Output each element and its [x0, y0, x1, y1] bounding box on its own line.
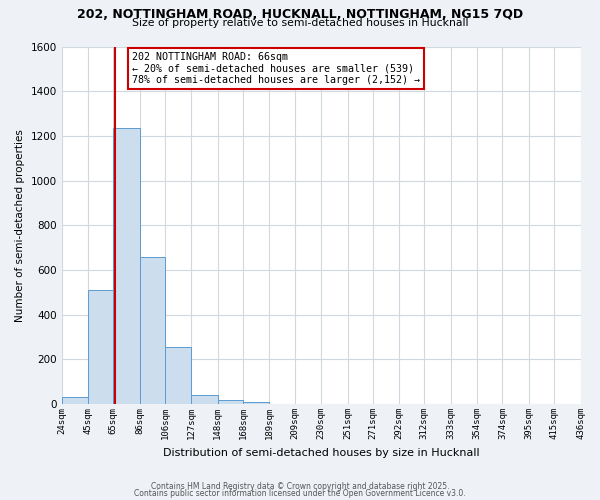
Bar — [113, 128, 140, 404]
Bar — [218, 400, 243, 404]
Text: Contains public sector information licensed under the Open Government Licence v3: Contains public sector information licen… — [134, 489, 466, 498]
Bar — [243, 402, 269, 404]
Bar — [191, 395, 218, 404]
Bar — [165, 347, 191, 404]
Text: Contains HM Land Registry data © Crown copyright and database right 2025.: Contains HM Land Registry data © Crown c… — [151, 482, 449, 491]
Text: 202, NOTTINGHAM ROAD, HUCKNALL, NOTTINGHAM, NG15 7QD: 202, NOTTINGHAM ROAD, HUCKNALL, NOTTINGH… — [77, 8, 523, 20]
Bar — [62, 398, 88, 404]
Bar — [88, 290, 113, 404]
Text: Size of property relative to semi-detached houses in Hucknall: Size of property relative to semi-detach… — [132, 18, 468, 28]
Y-axis label: Number of semi-detached properties: Number of semi-detached properties — [15, 129, 25, 322]
X-axis label: Distribution of semi-detached houses by size in Hucknall: Distribution of semi-detached houses by … — [163, 448, 479, 458]
Bar — [140, 256, 165, 404]
Text: 202 NOTTINGHAM ROAD: 66sqm
← 20% of semi-detached houses are smaller (539)
78% o: 202 NOTTINGHAM ROAD: 66sqm ← 20% of semi… — [132, 52, 420, 85]
